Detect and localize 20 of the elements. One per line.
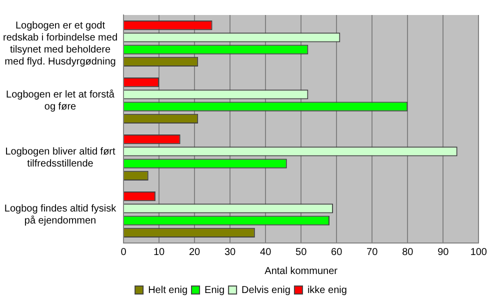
x-tick-label: 0 [120, 246, 127, 258]
legend-label: Enig [204, 284, 225, 296]
y-tick-label: Logbog findes altid fysisk på ejendommen [4, 203, 118, 226]
legend-label: Helt enig [148, 284, 188, 296]
x-tick-label: 80 [402, 246, 414, 258]
legend-label: ikke enig [307, 284, 347, 296]
x-axis-title: Antal kommuner [264, 266, 338, 277]
legend-label: Delvis enig [242, 284, 290, 296]
x-tick-label: 40 [260, 246, 272, 258]
x-tick-label: 100 [470, 246, 488, 258]
y-tick-label: Logbogen bliver altid ført tilfredsstillende [5, 146, 116, 170]
x-tick-label: 30 [224, 246, 236, 258]
x-tick-label: 10 [153, 246, 166, 258]
x-tick-label: 20 [188, 246, 201, 258]
y-tick-label: Logbogen er et godt redskab i forbindelse med tilsynet med beholdere med flyd. Husdyrgødning [2, 20, 118, 68]
y-tick-label: Logbogen er let at forstå og føre [6, 88, 115, 112]
x-tick-label: 60 [331, 246, 343, 258]
x-tick-label: 50 [296, 246, 308, 258]
x-tick-label: 70 [366, 246, 378, 258]
x-tick-label: 90 [438, 246, 450, 258]
